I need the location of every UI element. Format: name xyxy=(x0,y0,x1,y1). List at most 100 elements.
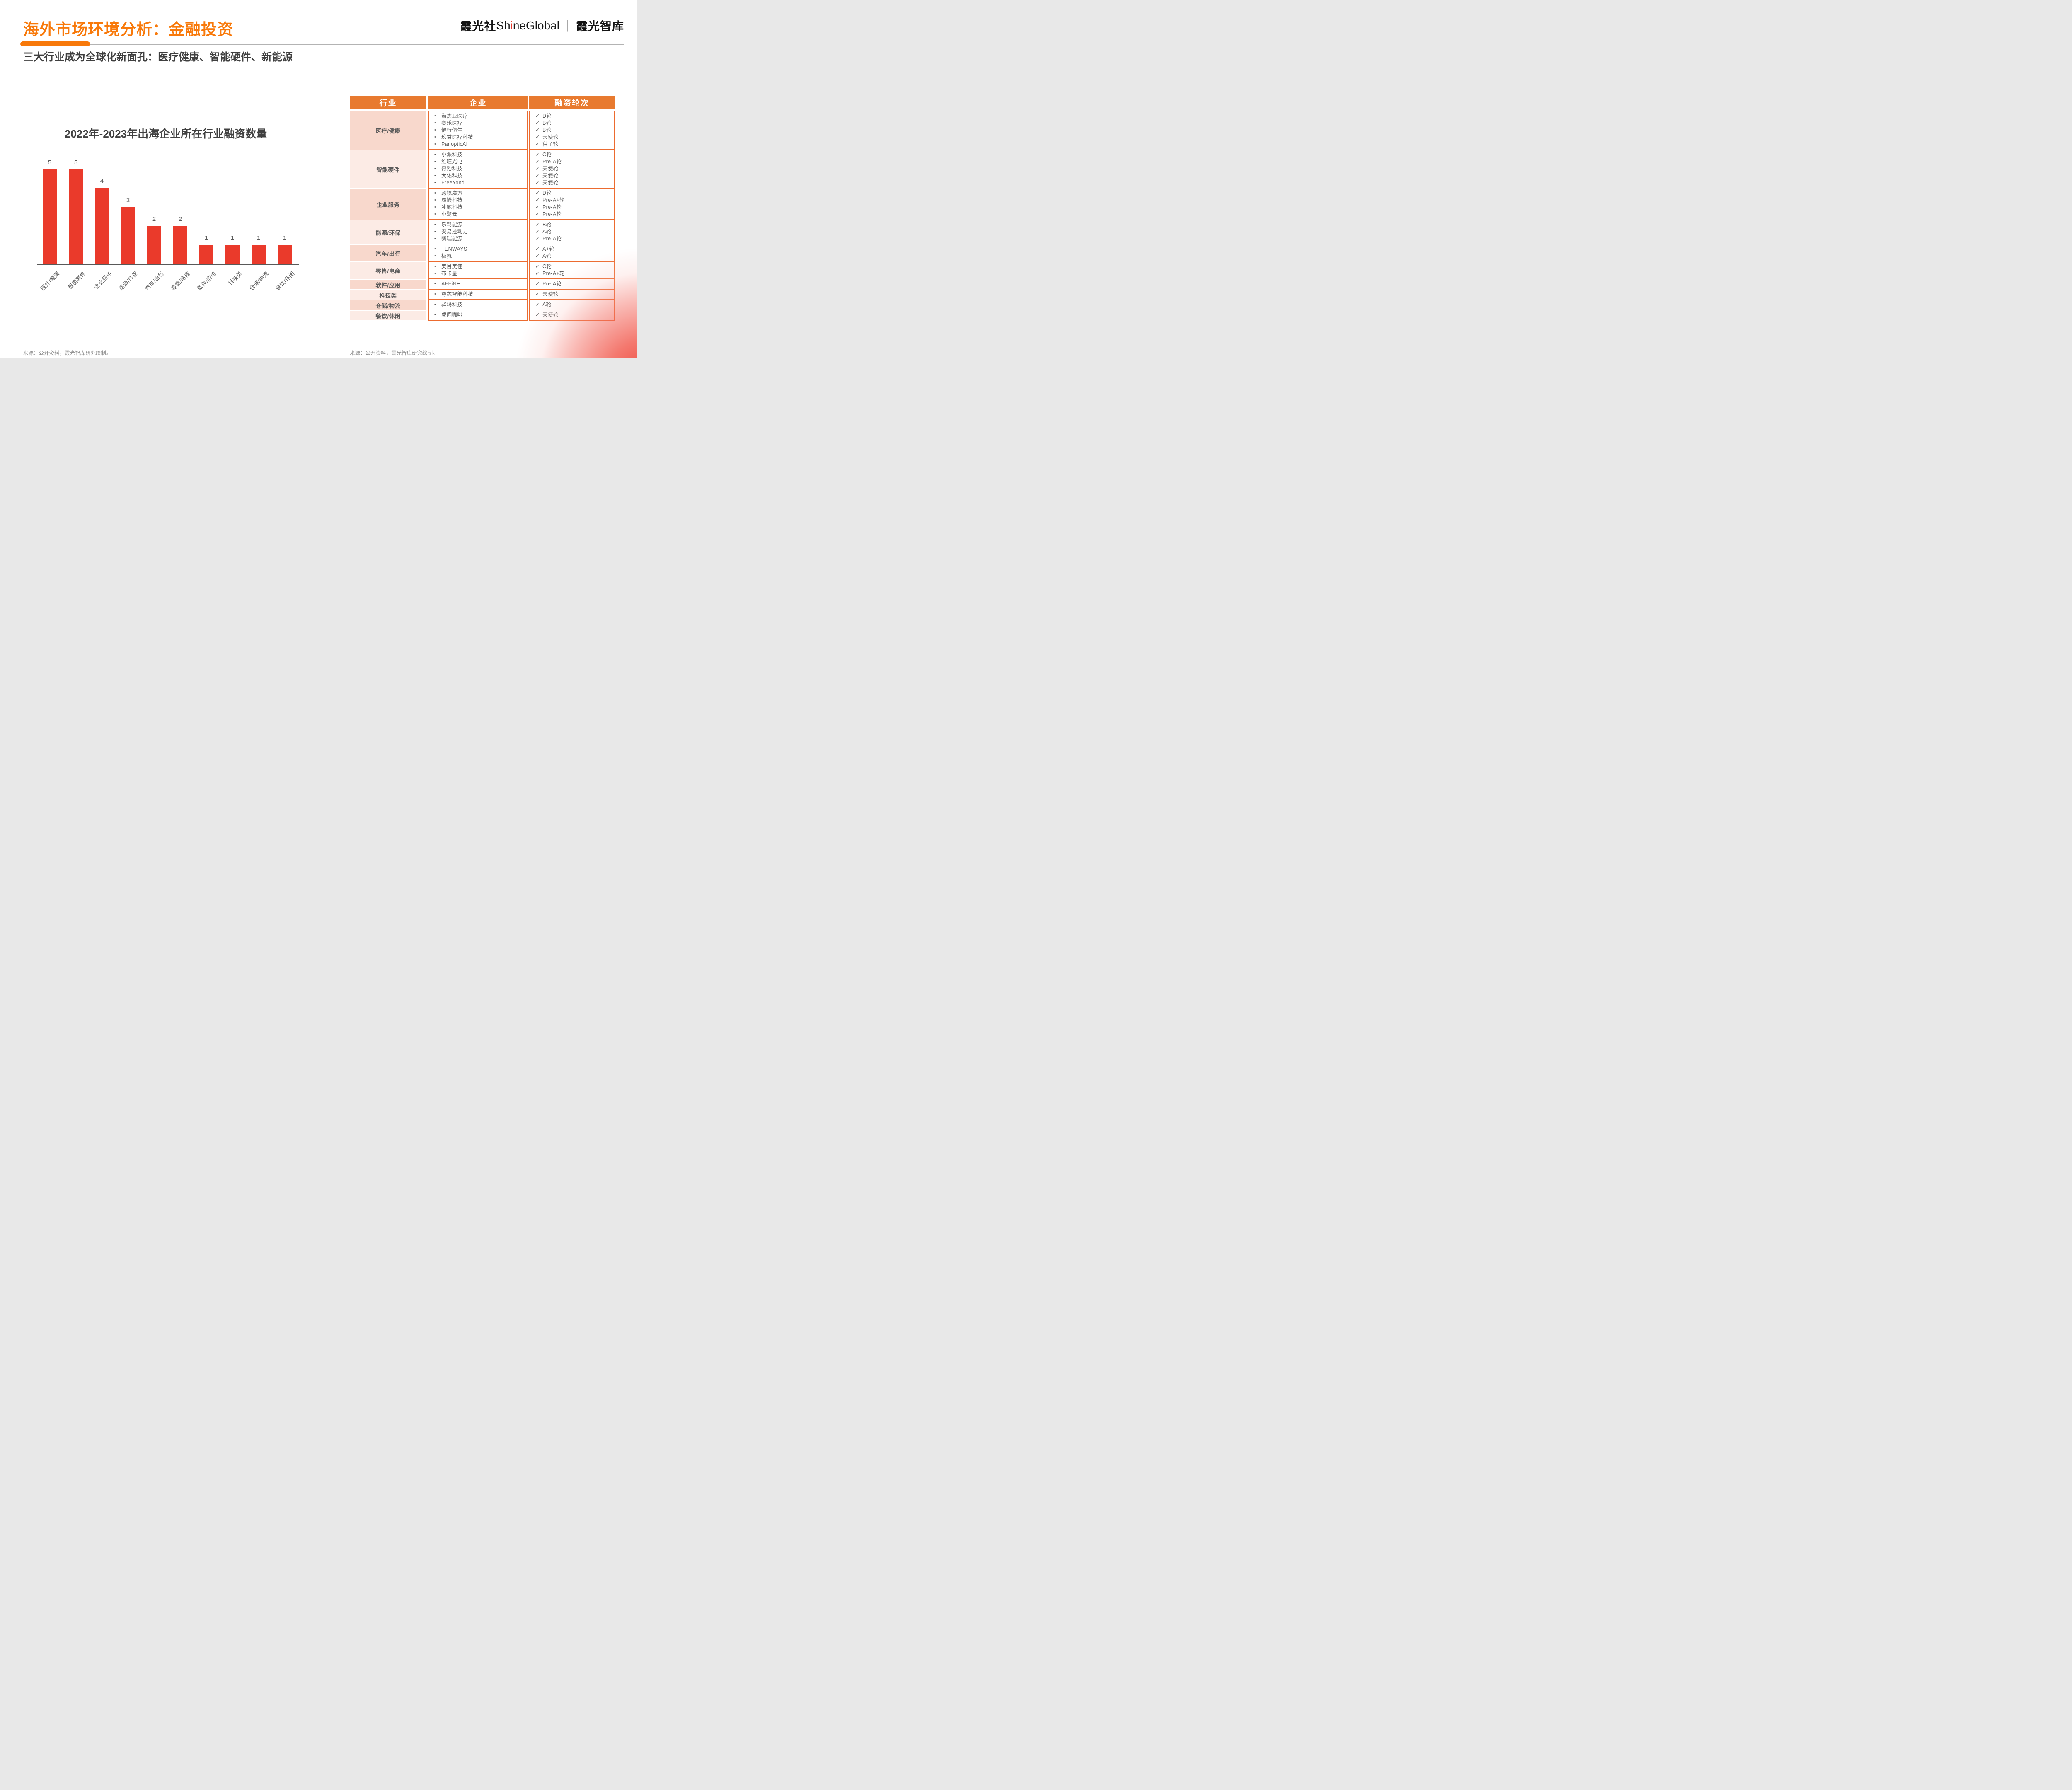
bullet-icon: • xyxy=(434,198,436,203)
check-icon: ✓ xyxy=(535,246,540,252)
company-name: 虎闻咖啡 xyxy=(441,312,463,318)
company-line: • 冰鲸科技 xyxy=(429,204,527,211)
bullet-icon: • xyxy=(434,121,436,126)
company-cell: • 小派科技 • 维旺光电 • 奇勃科技 • 大佑科技 • FreeYond xyxy=(428,150,528,189)
round-name: B轮 xyxy=(542,120,552,126)
table-body: 医疗/健康 • 海杰亚医疗 • 赛乐医疗 • 健行仿生 • 玖益医疗科技 • PanopticAI ✓… xyxy=(350,111,615,321)
round-name: A轮 xyxy=(542,229,552,235)
table-row: 企业服务 • 跨境魔方 • 辰鳗科技 • 冰鲸科技 • 小鹭云 ✓ D轮 ✓ Pre-A+轮 ✓ Pre-A… xyxy=(350,189,615,220)
company-line: • 美目美佳 xyxy=(429,263,527,270)
bullet-icon: • xyxy=(434,191,436,196)
company-name: 布卡星 xyxy=(441,271,457,276)
logo-accent-letter: i xyxy=(510,19,513,32)
check-icon: ✓ xyxy=(535,173,540,179)
industry-cell: 企业服务 xyxy=(350,189,426,220)
bar-value-label: 5 xyxy=(48,159,52,166)
table-row: 软件/应用 • AFFiNE ✓ Pre-A轮 xyxy=(350,279,615,290)
check-icon: ✓ xyxy=(535,281,540,287)
bar xyxy=(121,207,135,264)
company-name: 赛乐医疗 xyxy=(441,120,463,126)
logo-suffix: 霞光智库 xyxy=(576,20,624,33)
bullet-icon: • xyxy=(434,159,436,164)
round-name: Pre-A轮 xyxy=(542,204,562,210)
logo-latin-pre: Sh xyxy=(496,19,511,32)
company-cell: • 海杰亚医疗 • 赛乐医疗 • 健行仿生 • 玖益医疗科技 • PanopticAI xyxy=(428,111,528,150)
bullet-icon: • xyxy=(434,135,436,140)
check-icon: ✓ xyxy=(535,291,540,297)
check-icon: ✓ xyxy=(535,312,540,318)
round-line: ✓ 天使轮 xyxy=(530,165,614,172)
round-line: ✓ 种子轮 xyxy=(530,141,614,148)
bar xyxy=(225,244,240,264)
round-name: Pre-A轮 xyxy=(542,236,562,242)
bullet-icon: • xyxy=(434,254,436,259)
bullet-icon: • xyxy=(434,114,436,119)
bullet-icon: • xyxy=(434,281,436,286)
company-cell: • 驿玛科技 xyxy=(428,300,528,310)
company-name: 辰鳗科技 xyxy=(441,197,463,203)
bar-value-label: 3 xyxy=(126,196,130,204)
round-cell: ✓ 天使轮 xyxy=(529,310,615,321)
company-name: 跨境魔方 xyxy=(441,190,463,196)
round-cell: ✓ D轮 ✓ Pre-A+轮 ✓ Pre-A轮 ✓ Pre-A轮 xyxy=(529,189,615,220)
industry-cell: 科技类 xyxy=(350,290,426,300)
table-row: 餐饮/休闲 • 虎闻咖啡 ✓ 天使轮 xyxy=(350,310,615,321)
bar xyxy=(95,188,109,264)
bullet-icon: • xyxy=(434,222,436,227)
round-line: ✓ D轮 xyxy=(530,190,614,197)
round-name: A+轮 xyxy=(542,246,555,252)
bullet-icon: • xyxy=(434,271,436,276)
round-line: ✓ A轮 xyxy=(530,253,614,260)
check-icon: ✓ xyxy=(535,113,540,119)
company-name: TENWAYS xyxy=(441,246,467,252)
check-icon: ✓ xyxy=(535,120,540,126)
company-name: 小派科技 xyxy=(441,152,463,157)
table-row: 汽车/出行 • TENWAYS • 极氪 ✓ A+轮 ✓ A轮 xyxy=(350,244,615,262)
company-line: • 小鹭云 xyxy=(429,211,527,218)
company-line: • 安易控动力 xyxy=(429,228,527,235)
bar-value-label: 2 xyxy=(152,215,156,223)
round-line: ✓ 天使轮 xyxy=(530,291,614,298)
company-name: 美目美佳 xyxy=(441,264,463,269)
check-icon: ✓ xyxy=(535,152,540,157)
check-icon: ✓ xyxy=(535,159,540,164)
bullet-icon: • xyxy=(434,229,436,234)
round-name: D轮 xyxy=(542,113,552,119)
company-line: • AFFiNE xyxy=(429,281,527,288)
company-name: 维旺光电 xyxy=(441,159,463,164)
round-line: ✓ C轮 xyxy=(530,151,614,158)
round-line: ✓ 天使轮 xyxy=(530,179,614,186)
company-line: • 海杰亚医疗 xyxy=(429,113,527,120)
industry-cell: 医疗/健康 xyxy=(350,111,426,150)
funding-table: 行业 企业 融资轮次 医疗/健康 • 海杰亚医疗 • 赛乐医疗 • 健行仿生 • 玖益医疗科技 •… xyxy=(350,96,615,321)
table-row: 零售/电商 • 美目美佳 • 布卡星 ✓ C轮 ✓ Pre-A+轮 xyxy=(350,262,615,279)
bar-value-label: 5 xyxy=(74,159,78,166)
chart-title: 2022年-2023年出海企业所在行业融资数量 xyxy=(64,128,267,140)
company-cell: • 尊芯智能科技 xyxy=(428,290,528,300)
round-line: ✓ 天使轮 xyxy=(530,134,614,141)
round-name: C轮 xyxy=(542,152,552,157)
source-note-right: 来源：公开资料，霞光智库研究绘制。 xyxy=(350,350,438,356)
check-icon: ✓ xyxy=(535,166,540,172)
company-line: • 新瑞能源 xyxy=(429,235,527,242)
round-name: 天使轮 xyxy=(542,134,559,140)
company-line: • 辰鳗科技 xyxy=(429,197,527,204)
round-name: 天使轮 xyxy=(542,173,559,179)
check-icon: ✓ xyxy=(535,127,540,133)
table-header-row: 行业 企业 融资轮次 xyxy=(350,96,615,109)
company-line: • 极氪 xyxy=(429,253,527,260)
round-cell: ✓ 天使轮 xyxy=(529,290,615,300)
check-icon: ✓ xyxy=(535,134,540,140)
round-name: A轮 xyxy=(542,253,552,259)
round-line: ✓ Pre-A轮 xyxy=(530,204,614,211)
company-name: FreeYond xyxy=(441,180,465,186)
bar-value-label: 4 xyxy=(100,178,104,185)
round-line: ✓ 天使轮 xyxy=(530,172,614,179)
industry-cell: 软件/应用 xyxy=(350,279,426,290)
bullet-icon: • xyxy=(434,264,436,269)
title-underline-line xyxy=(23,44,624,45)
header-cell-company: 企业 xyxy=(428,96,528,109)
round-cell: ✓ B轮 ✓ A轮 ✓ Pre-A轮 xyxy=(529,220,615,244)
company-line: • 健行仿生 xyxy=(429,127,527,134)
round-name: Pre-A轮 xyxy=(542,159,562,164)
